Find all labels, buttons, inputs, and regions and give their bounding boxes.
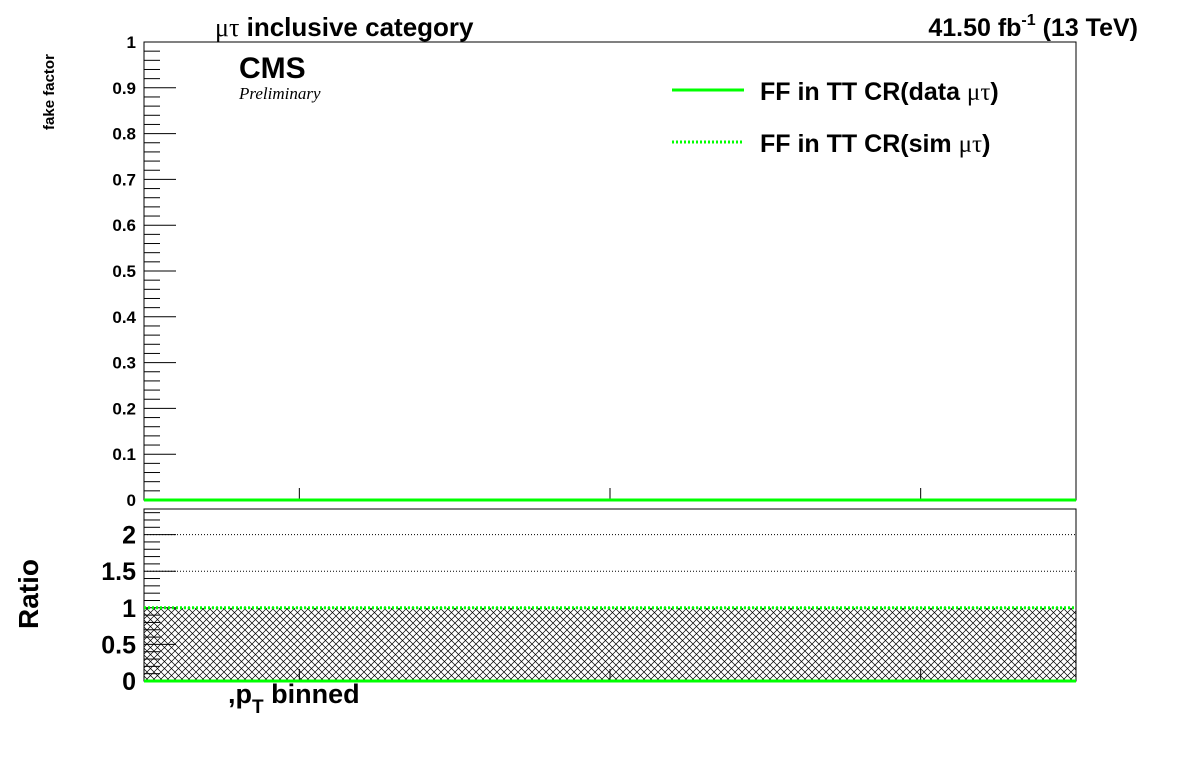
top-plot-marks: 0 0.1 0.2 0.3 0.4 0.5 0.6 0.7 0.8 0.9 1 (112, 33, 1076, 510)
bottom-plot-marks: 0 0.5 1 1.5 2 (101, 512, 1076, 696)
bottom-y-tick-label: 1 (122, 595, 136, 623)
cms-label: CMS (239, 52, 306, 85)
top-y-tick-label: 0 (127, 491, 136, 510)
bottom-y-tick-label: 0 (122, 668, 136, 696)
top-y-tick-label: 0.2 (112, 399, 136, 418)
category-text: inclusive category (239, 12, 474, 42)
bottom-y-tick-label: 1.5 (101, 558, 136, 586)
legend: FF in TT CR(data μτ) FF in TT CR(sim μτ) (672, 78, 999, 158)
top-y-tick-label: 0.1 (112, 445, 136, 464)
x-axis-title: ,pT binned (228, 679, 360, 718)
ratio-hatched-band (144, 607, 1076, 681)
top-y-tick-label: 0.7 (112, 170, 136, 189)
top-y-tick-label: 0.4 (112, 308, 136, 327)
bottom-y-tick-label: 0.5 (101, 631, 136, 659)
bottom-y-tick-label: 2 (122, 522, 136, 550)
top-plot-frame (143, 41, 1077, 501)
top-y-tick-label: 0.6 (112, 216, 136, 235)
legend-label-data: FF in TT CR(data μτ) (760, 78, 999, 106)
bottom-y-axis-title: Ratio (13, 559, 44, 629)
top-y-tick-label: 0.9 (112, 79, 136, 98)
top-y-tick-label: 0.5 (112, 262, 136, 281)
category-symbol: μτ (215, 13, 239, 42)
top-y-tick-label: 0.8 (112, 125, 136, 144)
top-y-tick-label: 0.3 (112, 354, 136, 373)
luminosity-label: 41.50 fb-1 (13 TeV) (928, 12, 1138, 42)
lumi-value: 41.50 fb (928, 14, 1021, 42)
category-title: μτ inclusive category (215, 12, 474, 42)
legend-label-sim: FF in TT CR(sim μτ) (760, 130, 990, 158)
preliminary-label: Preliminary (238, 84, 321, 103)
energy-label: (13 TeV) (1036, 14, 1138, 42)
top-y-axis-title: fake factor (41, 54, 58, 130)
top-y-tick-label: 1 (127, 33, 136, 52)
lumi-exponent: -1 (1021, 12, 1035, 29)
